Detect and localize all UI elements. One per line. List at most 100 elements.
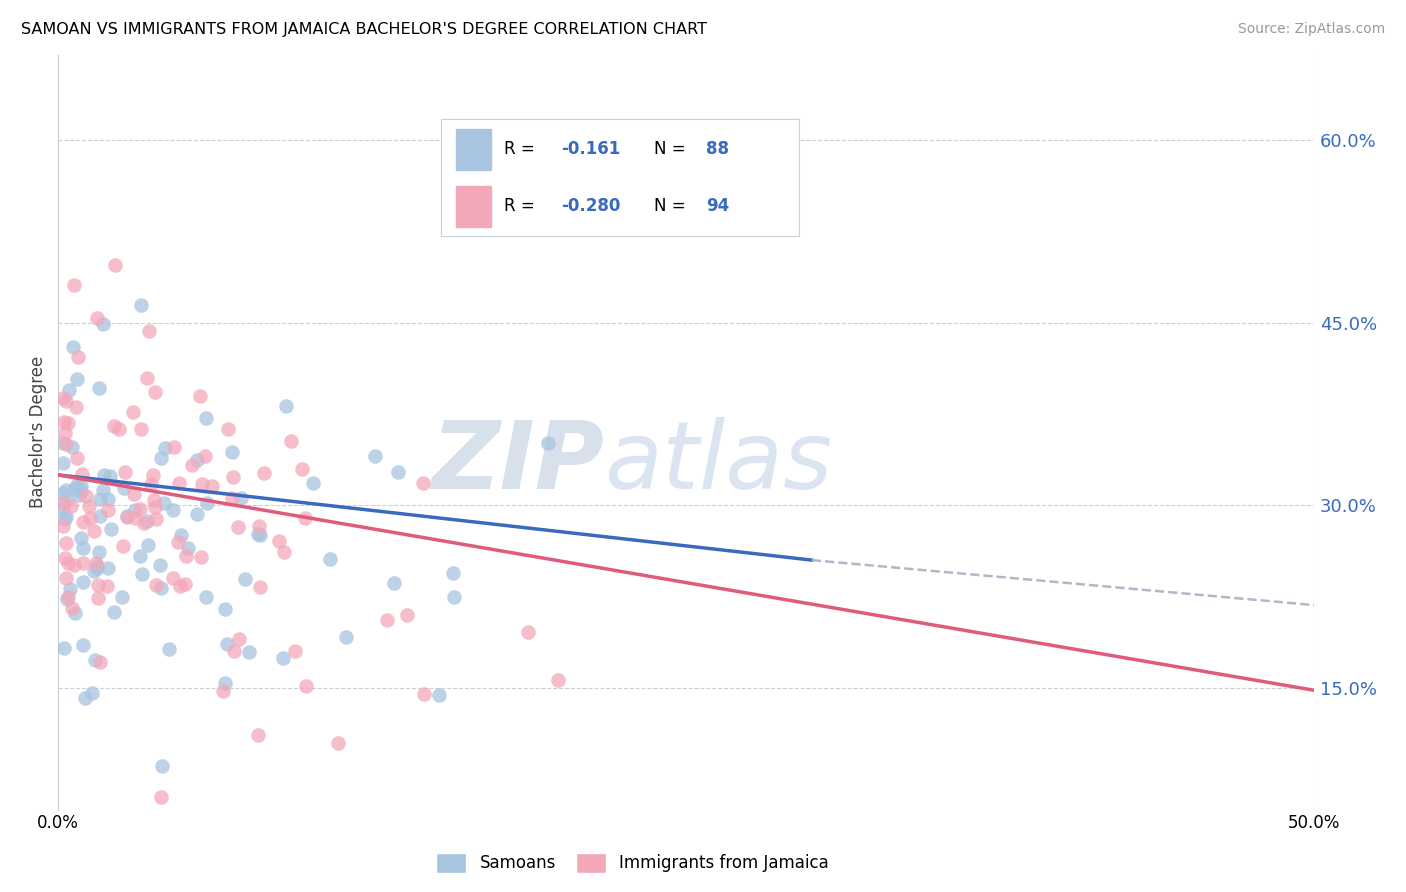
Point	[150, 451, 173, 466]
Point	[52, 435, 75, 450]
Point	[56, 492, 79, 507]
Point	[150, 581, 173, 595]
Point	[280, 434, 302, 448]
Point	[153, 496, 176, 510]
Point	[190, 476, 212, 491]
Point	[89, 508, 111, 523]
Point	[58, 384, 80, 398]
Point	[194, 410, 217, 425]
Point	[226, 520, 249, 534]
Point	[89, 381, 111, 395]
Point	[142, 467, 165, 482]
Point	[131, 566, 153, 581]
Point	[387, 465, 409, 479]
Point	[63, 558, 86, 573]
Point	[169, 579, 191, 593]
Point	[129, 298, 152, 312]
Point	[231, 491, 253, 505]
Point	[174, 577, 197, 591]
Point	[97, 560, 120, 574]
Point	[215, 637, 238, 651]
Point	[56, 416, 79, 430]
Point	[145, 512, 167, 526]
Point	[246, 526, 269, 541]
Point	[97, 503, 120, 517]
Point	[129, 421, 152, 435]
Point	[89, 491, 111, 506]
Point	[294, 679, 316, 693]
Point	[72, 556, 94, 570]
Point	[115, 508, 138, 523]
Point	[83, 524, 105, 539]
Point	[228, 632, 250, 647]
Point	[59, 499, 82, 513]
Point	[52, 640, 75, 655]
Point	[136, 370, 159, 384]
Point	[135, 514, 157, 528]
Point	[72, 541, 94, 555]
Point	[52, 485, 75, 500]
Point	[382, 575, 405, 590]
Point	[195, 590, 218, 604]
Point	[290, 462, 312, 476]
Point	[517, 625, 540, 640]
Point	[194, 449, 217, 463]
Legend: Samoans, Immigrants from Jamaica: Samoans, Immigrants from Jamaica	[430, 847, 835, 880]
Point	[62, 341, 84, 355]
Point	[129, 502, 152, 516]
Point	[238, 645, 260, 659]
Point	[55, 536, 77, 550]
Point	[70, 479, 93, 493]
Point	[65, 607, 87, 621]
Point	[142, 492, 165, 507]
Point	[91, 317, 114, 331]
Point	[214, 676, 236, 690]
Point	[249, 528, 271, 542]
Point	[52, 496, 75, 510]
Point	[93, 467, 115, 482]
Point	[55, 393, 77, 408]
Point	[80, 686, 103, 700]
Point	[59, 582, 82, 597]
Point	[335, 630, 357, 644]
Point	[66, 350, 89, 364]
Point	[67, 488, 90, 502]
Point	[217, 421, 239, 435]
Point	[111, 590, 134, 604]
Point	[63, 481, 86, 495]
Point	[89, 545, 111, 559]
Point	[98, 469, 121, 483]
Point	[301, 475, 323, 490]
Point	[318, 552, 340, 566]
Point	[112, 539, 135, 553]
Point	[86, 558, 108, 573]
Point	[56, 591, 79, 605]
Point	[294, 511, 316, 525]
Point	[195, 496, 218, 510]
Point	[222, 644, 245, 658]
Point	[75, 489, 97, 503]
Point	[52, 391, 75, 405]
Point	[143, 385, 166, 400]
Point	[221, 491, 243, 505]
Point	[157, 642, 180, 657]
Point	[174, 549, 197, 563]
Point	[201, 479, 224, 493]
Point	[284, 644, 307, 658]
Point	[153, 441, 176, 455]
Point	[163, 440, 186, 454]
Point	[537, 436, 560, 450]
Point	[103, 419, 125, 434]
Point	[132, 516, 155, 531]
Point	[247, 728, 270, 742]
Point	[84, 556, 107, 570]
Point	[91, 483, 114, 498]
Point	[221, 445, 243, 459]
Point	[167, 475, 190, 490]
Point	[188, 389, 211, 403]
Point	[177, 541, 200, 555]
Point	[141, 477, 163, 491]
Point	[186, 507, 208, 521]
Point	[66, 450, 89, 465]
Point	[65, 401, 87, 415]
